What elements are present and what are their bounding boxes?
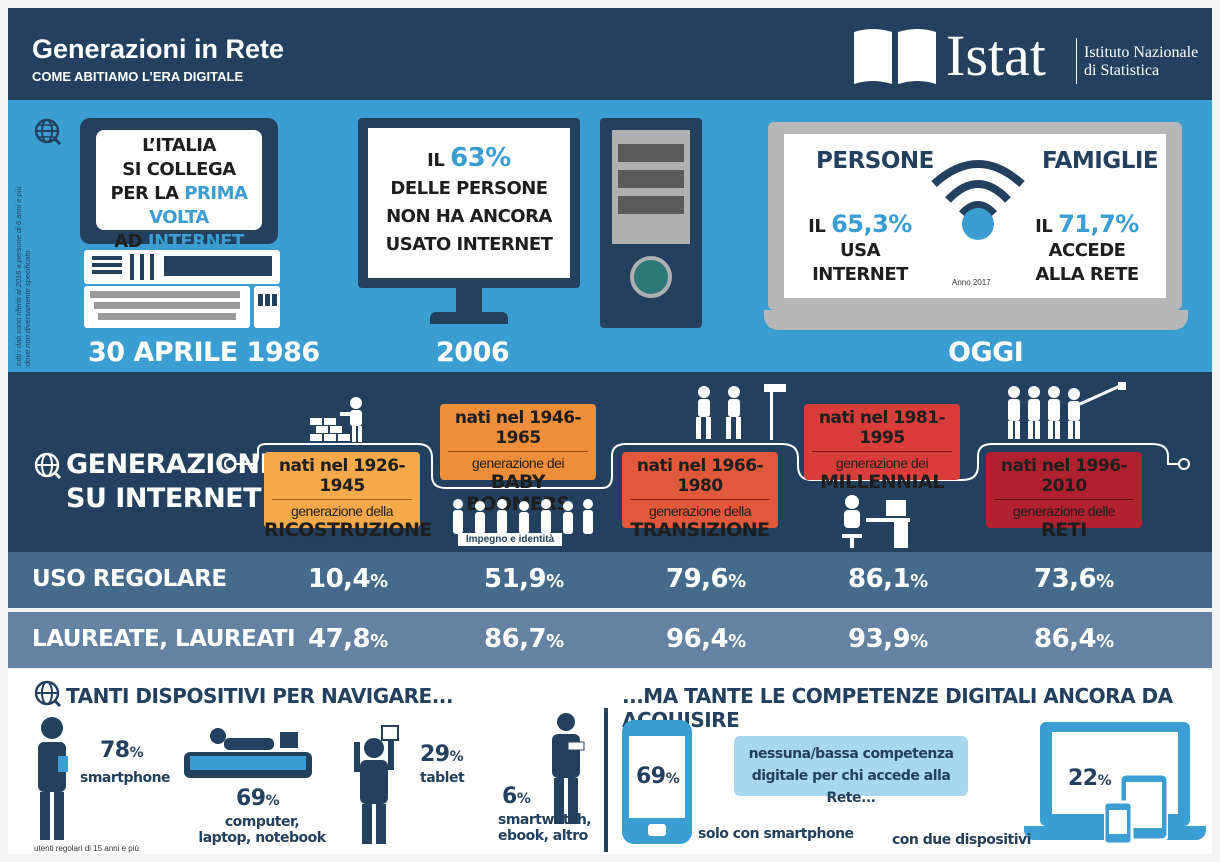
graduates-value: 47,8% xyxy=(308,624,388,654)
tablet-pct: 29% xyxy=(420,742,464,767)
two-devices-label: con due dispositivi xyxy=(892,832,1031,848)
pc-tower-icon xyxy=(600,118,702,328)
person-smartwatch-icon xyxy=(552,713,585,824)
generation-transizione: nati nel 1966-1980 generazione della TRA… xyxy=(622,452,778,541)
families-label: FAMIGLIE xyxy=(1042,148,1159,174)
construction-worker-icon xyxy=(310,397,362,442)
computer-pct: 69% xyxy=(236,786,280,811)
person-tablet-icon xyxy=(354,725,399,844)
globe-icon xyxy=(34,452,62,480)
globe-icon xyxy=(34,680,62,708)
regular-use-value: 73,6% xyxy=(1034,564,1114,594)
selfie-group-icon xyxy=(1008,382,1126,439)
smartphone-pct: 78% xyxy=(100,738,144,763)
year-note: Anno 2017 xyxy=(952,278,991,287)
regular-use-label: USO REGOLARE xyxy=(32,566,227,592)
monitor-screen: IL 63% DELLE PERSONE NON HA ANCORA USATO… xyxy=(368,128,570,278)
drive-slot xyxy=(618,144,684,162)
regular-use-value: 79,6% xyxy=(666,564,746,594)
section-divider xyxy=(604,708,608,852)
tv-icon: L’ITALIA SI COLLEGA PER LA PRIMA VOLTA A… xyxy=(80,118,278,252)
crowd-icon xyxy=(453,499,593,534)
graduates-value: 96,4% xyxy=(666,624,746,654)
date-1986: 30 APRILE 1986 xyxy=(88,337,320,368)
smartphone-only-label: solo con smartphone xyxy=(698,826,854,842)
tv-screen: L’ITALIA SI COLLEGA PER LA PRIMA VOLTA A… xyxy=(96,130,262,252)
smartphone-label: smartphone xyxy=(80,770,171,786)
drive-slot xyxy=(618,196,684,214)
computer-label: computer, laptop, notebook xyxy=(198,814,326,846)
drive-slot xyxy=(618,170,684,188)
smartphone-only-pct: 69% xyxy=(636,764,680,789)
regular-use-value: 51,9% xyxy=(484,564,564,594)
generation-ricostruzione: nati nel 1926-1945 generazione della RIC… xyxy=(264,452,432,541)
other-device-label: smartwatch, ebook, altro xyxy=(498,812,592,844)
smartphone-icon xyxy=(622,720,692,844)
devices-title: TANTI DISPOSITIVI PER NAVIGARE... xyxy=(66,684,454,708)
two-devices-pct: 22% xyxy=(1068,766,1112,791)
person-laptop-bed-icon xyxy=(184,728,312,778)
graduates-value: 86,4% xyxy=(1034,624,1114,654)
institute-line1: Istituto Nazionale xyxy=(1084,44,1199,61)
persons-label: PERSONE xyxy=(816,148,934,174)
first-line4: AD INTERNET xyxy=(114,231,244,252)
monitor-base xyxy=(430,312,508,324)
institute-name: Istituto Nazionale di Statistica xyxy=(1084,44,1198,80)
data-note: tutti i dati sono riferiti al 2016 a per… xyxy=(14,186,32,366)
monitor-icon: IL 63% DELLE PERSONE NON HA ANCORA USATO… xyxy=(358,118,580,288)
first-line2: SI COLLEGA xyxy=(122,159,236,180)
institute-line2: di Statistica xyxy=(1084,62,1160,79)
graduates-value: 93,9% xyxy=(848,624,928,654)
person-smartphone-icon xyxy=(38,717,68,840)
first-line3: PER LA PRIMA VOLTA xyxy=(110,183,248,228)
generation-baby-boomers: nati nel 1946-1965 generazione dei BABY … xyxy=(440,404,596,515)
generation-reti: nati nel 1996-2010 generazione delle RET… xyxy=(986,452,1142,541)
smartphone-screen xyxy=(629,736,685,818)
page-title: Generazioni in Rete xyxy=(32,34,285,64)
tablet-phone-icon xyxy=(1104,774,1168,844)
istat-logo-word: Istat xyxy=(946,23,1046,88)
tower-panel xyxy=(612,130,690,244)
desk-worker-icon xyxy=(842,495,910,548)
tablet-label: tablet xyxy=(420,770,465,786)
timeline-line xyxy=(224,443,1190,489)
competence-bubble: nessuna/bassa competenza digitale per ch… xyxy=(734,736,968,806)
graduates-label: LAUREATE, LAUREATI xyxy=(32,626,296,652)
regular-use-row: USO REGOLARE 10,4% 51,9% 79,6% 86,1% 73,… xyxy=(8,552,1212,608)
mid-line1: IL 63% xyxy=(427,143,511,173)
istat-book-icon xyxy=(854,29,936,84)
mid-line2: DELLE PERSONE xyxy=(390,178,548,199)
first-line1: L’ITALIA xyxy=(142,135,216,156)
header: Generazioni in Rete COME ABITIAMO L’ERA … xyxy=(8,8,1212,100)
other-device-pct: 6% xyxy=(502,784,531,809)
laptop-base xyxy=(764,310,1188,330)
page-subtitle: COME ABITIAMO L’ERA DIGITALE xyxy=(32,69,244,84)
graduates-row: LAUREATE, LAUREATI 47,8% 86,7% 96,4% 93,… xyxy=(8,612,1212,668)
power-icon xyxy=(630,256,672,298)
regular-use-value: 86,1% xyxy=(848,564,928,594)
date-today: OGGI xyxy=(948,337,1024,368)
families-stat: IL 71,7% ACCEDE ALLA RETE xyxy=(1035,210,1139,285)
logo-separator xyxy=(1076,38,1077,84)
impegno-label: Impegno e identità xyxy=(458,533,562,546)
date-2006: 2006 xyxy=(436,337,510,368)
mid-line3: NON HA ANCORA xyxy=(386,206,552,227)
wifi-icon xyxy=(931,160,1025,240)
mid-line4: USATO INTERNET xyxy=(385,234,553,255)
generation-millennial: nati nel 1981-1995 generazione dei MILLE… xyxy=(804,404,960,493)
persons-stat: IL 65,3% USA INTERNET xyxy=(808,210,912,285)
regular-use-value: 10,4% xyxy=(308,564,388,594)
hikers-icon xyxy=(696,384,786,440)
users-note: utenti regolari di 15 anni e più xyxy=(34,844,139,853)
monitor-stand xyxy=(456,288,482,314)
smartphone-button xyxy=(648,824,666,836)
computer-keyboard-icon xyxy=(84,250,280,328)
graduates-value: 86,7% xyxy=(484,624,564,654)
globe-icon xyxy=(34,118,62,146)
